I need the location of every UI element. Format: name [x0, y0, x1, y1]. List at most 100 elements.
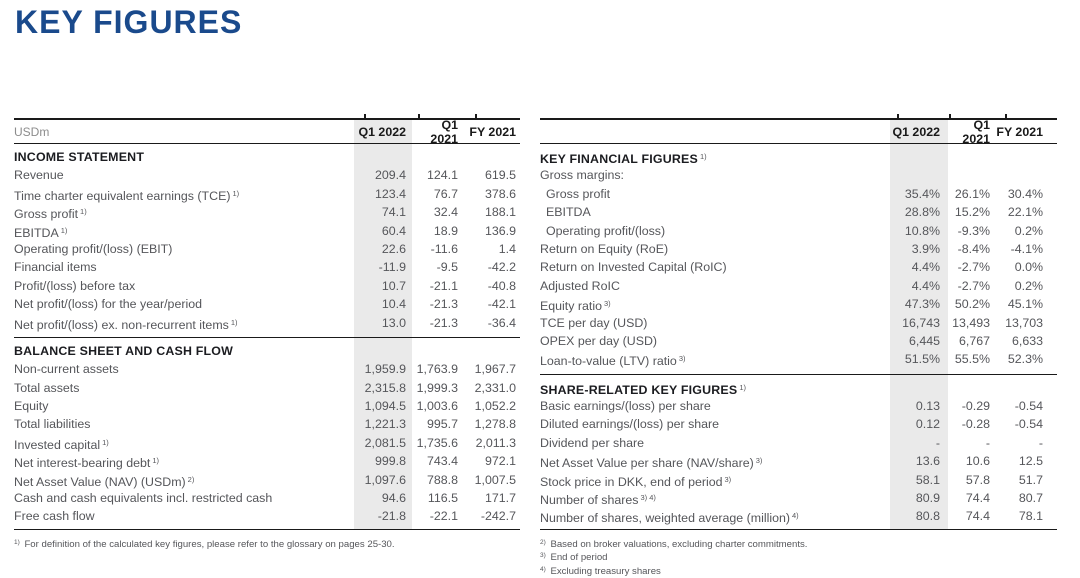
value-q1-2021: 1,003.6 — [416, 399, 458, 414]
value-q1-2021: -0.29 — [961, 399, 990, 414]
value-q1-2022: -21.8 — [377, 509, 406, 524]
value-q1-2021: 124.1 — [426, 168, 458, 183]
row-label-text: Basic earnings/(loss) per share — [540, 399, 711, 414]
row-label: Net profit/(loss) for the year/period — [14, 295, 354, 313]
section-heading-row: SHARE-RELATED KEY FIGURES 1) — [540, 379, 1057, 397]
value-q1-2021: 1,763.9 — [416, 362, 458, 377]
row-label: EBITDA 1) — [14, 222, 354, 240]
column-header-q1-2022: Q1 2022 — [358, 124, 406, 139]
value-q1-2022: 1,097.6 — [364, 472, 406, 487]
row-label: Time charter equivalent earnings (TCE) 1) — [14, 185, 354, 203]
row-label-text: OPEX per day (USD) — [540, 333, 658, 348]
table-row: Non-current assets 1,959.9 1,763.9 1,967.7 — [14, 360, 520, 378]
row-label-text: TCE per day (USD) — [540, 315, 648, 330]
unit-label: USDm — [14, 124, 50, 139]
value-fy-2021: 6,633 — [1011, 333, 1043, 348]
value-fy-2021: 52.3% — [1007, 352, 1043, 367]
value-q1-2022: 80.8 — [915, 509, 940, 524]
value-fy-2021: -36.4 — [487, 315, 516, 330]
row-label: Return on Equity (RoE) — [540, 240, 890, 258]
column-header-fy-2021: FY 2021 — [996, 124, 1043, 139]
row-label: Diluted earnings/(loss) per share — [540, 415, 890, 433]
footnote-text: End of period — [547, 552, 608, 564]
key-figures-table-right: Q1 2022 Q1 2021 FY 2021 KEY FINANCIAL FIGUR… — [540, 114, 1057, 578]
value-q1-2021: -11.6 — [430, 241, 458, 256]
footnote-line: 2) Based on broker valuations, excluding… — [540, 537, 1057, 551]
table-body: INCOME STATEMENT Revenue 209.4 124.1 619.5 Ti… — [14, 144, 520, 530]
footnote-marker: 3) — [755, 456, 763, 466]
value-fy-2021: 13,703 — [1005, 315, 1043, 330]
section-heading-text: KEY FINANCIAL FIGURES — [540, 152, 698, 166]
value-q1-2022: - — [935, 435, 940, 450]
footnote-text: Excluding treasury shares — [547, 566, 661, 577]
value-q1-2021 — [948, 166, 990, 184]
value-fy-2021: -40.8 — [487, 278, 516, 293]
row-label: Financial items — [14, 258, 354, 276]
value-fy-2021: 1.4 — [498, 241, 516, 256]
column-tick-q1-2021 — [949, 114, 951, 118]
value-q1-2021: 55.5% — [954, 352, 990, 367]
value-q1-2022: 6,445 — [908, 333, 940, 348]
row-label: Profit/(loss) before tax — [14, 277, 354, 295]
value-q1-2021: -21.3 — [429, 297, 458, 312]
value-fy-2021: 30.4% — [1007, 186, 1043, 201]
value-fy-2021: 1,052.2 — [474, 399, 516, 414]
table-row: Net profit/(loss) for the year/period 10.… — [14, 295, 520, 313]
row-label: Net Asset Value per share (NAV/share) 3) — [540, 452, 890, 470]
row-label: Net profit/(loss) ex. non-recurrent item… — [14, 314, 354, 332]
row-label-text: Adjusted RoIC — [540, 278, 620, 293]
table-row: Equity ratio 3) 47.3% 50.2% 45.1% — [540, 295, 1057, 313]
section-heading: BALANCE SHEET AND CASH FLOW — [14, 342, 520, 360]
table-header-row: USDm Q1 2022 Q1 2021 FY 2021 — [14, 118, 520, 146]
row-label: Number of shares, weighted average (mill… — [540, 507, 890, 525]
row-label: Gross margins: — [540, 166, 890, 184]
value-q1-2021: 74.4 — [965, 509, 990, 524]
row-label-text: Operating profit/(loss) — [546, 223, 666, 238]
value-q1-2022: 4.4% — [911, 278, 940, 293]
row-label: Gross profit 1) — [14, 203, 354, 221]
value-fy-2021: 2,331.0 — [474, 380, 516, 395]
footnote-marker: 2) — [187, 474, 195, 484]
row-label: Equity — [14, 397, 354, 415]
value-q1-2021: 57.8 — [965, 472, 990, 487]
footnote-marker: 3) — [678, 354, 686, 364]
table-row: Total assets 2,315.8 1,999.3 2,331.0 — [14, 379, 520, 397]
table-body: KEY FINANCIAL FIGURES 1) Gross margins: Gro… — [540, 144, 1057, 530]
section-heading-row: BALANCE SHEET AND CASH FLOW — [14, 342, 520, 360]
value-q1-2022: 0.12 — [915, 417, 940, 432]
value-q1-2021: 6,767 — [958, 333, 990, 348]
value-q1-2021: -21.1 — [429, 278, 458, 293]
value-fy-2021: 1,007.5 — [474, 472, 516, 487]
section-heading: INCOME STATEMENT — [14, 148, 520, 166]
row-label-text: Net Asset Value (NAV) (USDm) — [14, 474, 186, 489]
value-q1-2022 — [890, 166, 948, 184]
row-label-text: Number of shares, weighted average (mill… — [540, 511, 790, 526]
value-fy-2021: 619.5 — [484, 168, 516, 183]
table-row: Dividend per share - - - — [540, 434, 1057, 452]
table-row: Adjusted RoIC 4.4% -2.7% 0.2% — [540, 277, 1057, 295]
footnotes: 2) Based on broker valuations, excluding… — [540, 537, 1057, 578]
value-fy-2021: 80.7 — [1018, 491, 1043, 506]
row-label-text: Equity ratio — [540, 299, 602, 314]
row-label-text: Net profit/(loss) ex. non-recurrent item… — [14, 317, 229, 332]
value-q1-2022: 13.0 — [381, 315, 406, 330]
value-fy-2021: 0.2% — [1014, 278, 1043, 293]
footnote-marker: 1) — [739, 382, 746, 392]
row-label-text: Operating profit/(loss) (EBIT) — [14, 241, 173, 256]
value-fy-2021: 972.1 — [484, 454, 516, 469]
value-q1-2022: 0.13 — [915, 399, 940, 414]
column-header-q1-2022: Q1 2022 — [892, 124, 940, 139]
value-q1-2021: 743.4 — [426, 454, 458, 469]
value-q1-2022: -11.9 — [378, 260, 406, 275]
row-label: Gross profit — [540, 185, 890, 203]
table-row: Net Asset Value per share (NAV/share) 3) 1… — [540, 452, 1057, 470]
row-label: TCE per day (USD) — [540, 314, 890, 332]
value-q1-2021: - — [985, 435, 990, 450]
table-row: Cash and cash equivalents incl. restrict… — [14, 489, 520, 507]
row-label: Adjusted RoIC — [540, 277, 890, 295]
value-fy-2021: 78.1 — [1018, 509, 1043, 524]
value-q1-2022: 58.1 — [915, 472, 940, 487]
value-q1-2022: 2,081.5 — [364, 435, 406, 450]
table-row: Operating profit/(loss) (EBIT) 22.6 -11.6 1… — [14, 240, 520, 258]
table-section: INCOME STATEMENT Revenue 209.4 124.1 619.5 Ti… — [14, 148, 520, 332]
